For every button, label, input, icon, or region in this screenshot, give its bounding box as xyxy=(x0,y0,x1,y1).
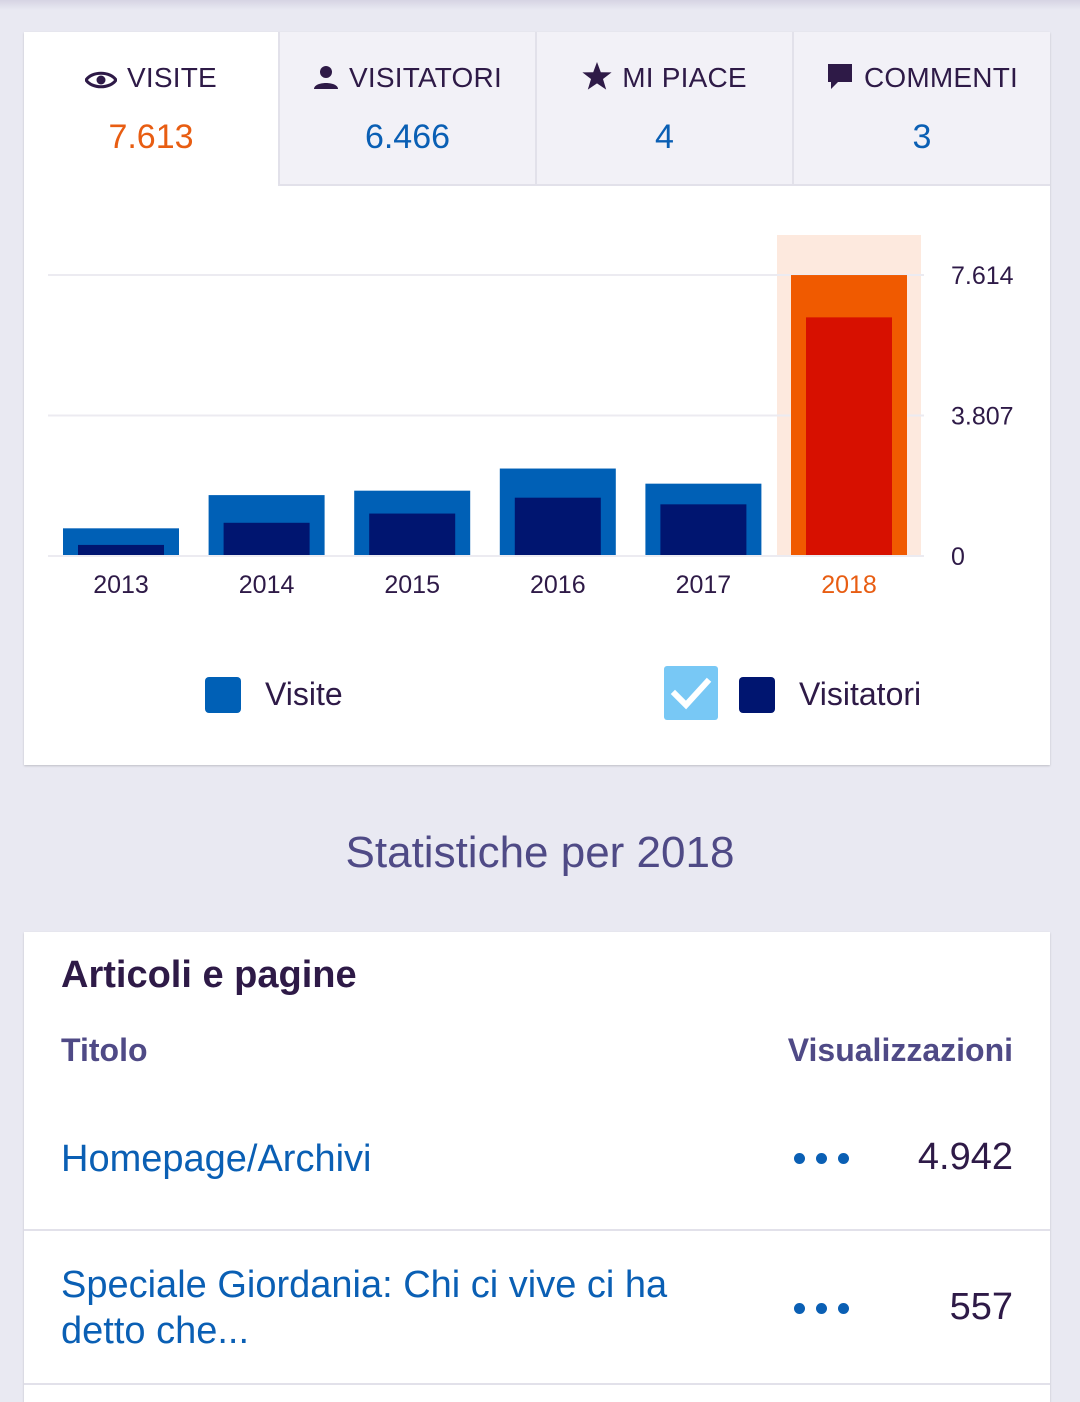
column-header-views: Visualizzazioni xyxy=(787,1032,1013,1068)
section-title: Statistiche per 2018 xyxy=(345,828,735,877)
bar-visitatori-2013 xyxy=(78,544,164,556)
tab-visitatori[interactable]: VISITATORI 6.466 xyxy=(278,32,535,186)
y-tick-label: 3.807 xyxy=(951,403,1014,431)
bar-visitatori-2017 xyxy=(660,504,747,556)
legend-visite-swatch xyxy=(205,677,241,713)
tab-visite[interactable]: VISITE 7.613 xyxy=(24,32,278,186)
person-icon xyxy=(314,66,339,89)
legend-visitatori-swatch xyxy=(739,677,775,713)
legend-visite-label: Visite xyxy=(265,676,343,712)
bar-visitatori-2015 xyxy=(369,513,456,556)
x-tick-label: 2014 xyxy=(239,571,295,599)
post-title-link[interactable]: Speciale Giordania: Chi ci vive ci ha de… xyxy=(61,1264,668,1352)
row-divider xyxy=(24,1383,1050,1385)
stats-card: VISITE 7.613 VISITATORI 6.466 MI PIACE 4 xyxy=(24,32,1050,765)
x-tick-label: 2013 xyxy=(93,571,149,599)
tab-commenti[interactable]: COMMENTI 3 xyxy=(792,32,1050,186)
table-row: Homepage/Archivi 4.942 xyxy=(24,1122,1050,1230)
posts-card: Articoli e pagine Titolo Visualizzazioni… xyxy=(24,932,1050,1402)
stats-tabs: VISITE 7.613 VISITATORI 6.466 MI PIACE 4 xyxy=(24,32,1050,188)
star-icon xyxy=(582,62,612,90)
y-tick-label: 7.614 xyxy=(951,262,1014,290)
bar-chart: 7.614 3.807 0 2013 2014 2015 2016 2017 2018 xyxy=(48,235,1014,599)
bar-visitatori-2018 xyxy=(806,317,892,556)
x-tick-label: 2018 xyxy=(821,571,877,599)
tab-visitatori-value: 6.466 xyxy=(364,118,451,156)
tab-commenti-label-row: COMMENTI xyxy=(794,62,1050,94)
tab-commenti-value: 3 xyxy=(912,118,932,156)
chart-legend: Visite Visitatori xyxy=(24,662,1050,732)
tab-visitatori-label-row: VISITATORI xyxy=(280,62,535,94)
eye-icon xyxy=(84,71,118,89)
top-shadow xyxy=(0,0,1080,10)
visitatori-checkbox[interactable] xyxy=(664,666,718,720)
x-tick-label: 2017 xyxy=(676,571,732,599)
tab-visitatori-label: VISITATORI xyxy=(349,62,502,93)
tab-visite-label-row: VISITE xyxy=(24,62,278,94)
x-tick-label: 2015 xyxy=(384,571,440,599)
tab-mi-piace[interactable]: MI PIACE 4 xyxy=(535,32,792,186)
more-options-icon[interactable] xyxy=(792,1298,852,1318)
tab-mi-piace-value: 4 xyxy=(655,118,674,156)
row-divider xyxy=(24,1229,1050,1231)
comment-icon xyxy=(827,64,852,89)
y-tick-label: 0 xyxy=(951,543,965,571)
column-header-title: Titolo xyxy=(61,1032,148,1068)
post-title-link[interactable]: Homepage/Archivi xyxy=(61,1138,372,1180)
more-options-icon[interactable] xyxy=(792,1148,852,1168)
checkmark-icon xyxy=(670,677,712,710)
legend-visitatori-label: Visitatori xyxy=(799,676,922,712)
bar-visitatori-2016 xyxy=(514,497,601,556)
tab-visite-value: 7.613 xyxy=(108,118,194,156)
post-views: 4.942 xyxy=(917,1136,1013,1178)
table-row: Speciale Giordania: Chi ci vive ci ha de… xyxy=(24,1231,1050,1381)
x-tick-label: 2016 xyxy=(530,571,586,599)
tab-mi-piace-label: MI PIACE xyxy=(622,62,747,93)
bar-visitatori-2014 xyxy=(223,522,310,556)
tab-commenti-label: COMMENTI xyxy=(863,62,1019,93)
tab-visite-label: VISITE xyxy=(127,62,217,93)
posts-card-title: Articoli e pagine xyxy=(61,954,357,996)
post-views: 557 xyxy=(949,1286,1013,1328)
tab-mi-piace-label-row: MI PIACE xyxy=(537,62,792,94)
